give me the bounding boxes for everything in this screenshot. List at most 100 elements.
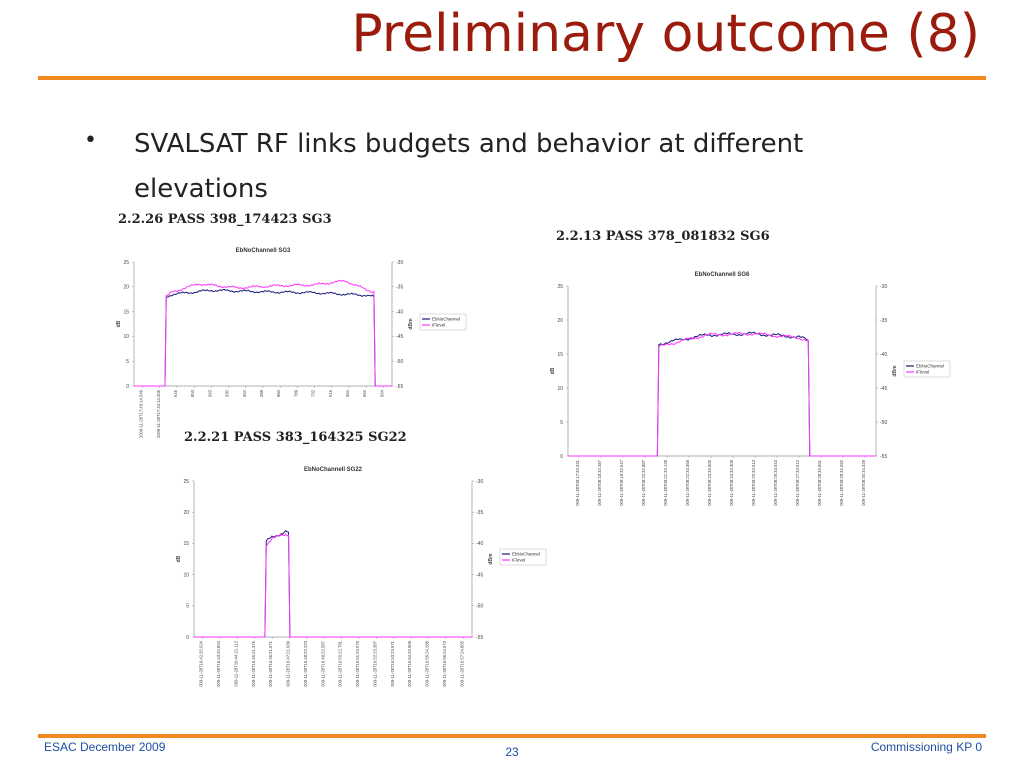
left-tick-label: 10 xyxy=(183,572,189,578)
x-tick-label: 2009-11-28T08:27:33.612 xyxy=(795,459,800,506)
chart-title: EbNoChannell SG22 xyxy=(304,467,363,473)
x-tick-label: 2009-11-28T16:47:21.939 xyxy=(286,640,291,687)
right-tick-label: -50 xyxy=(880,420,887,426)
legend-label: EbNoChannel xyxy=(512,552,540,557)
right-tick-label: -55 xyxy=(880,454,887,460)
series-line-ebnochannel xyxy=(194,530,472,638)
right-axis-label: dBm xyxy=(408,318,414,330)
right-tick-label: -55 xyxy=(396,384,403,390)
chart-sg3-svg: EbNoChannell SG3 25 20 15 10 5 0 -30 -35 -40 -45 -5… xyxy=(116,248,467,438)
x-tick-label: 664 xyxy=(379,389,384,397)
series-line-ebnochannel xyxy=(134,288,392,387)
chart-title: EbNoChannell SG3 xyxy=(236,248,291,254)
right-axis-label: dBm xyxy=(892,365,898,377)
right-tick-label: -40 xyxy=(396,309,403,315)
slide-number: 23 xyxy=(505,745,519,759)
left-tick-label: 10 xyxy=(557,386,563,392)
right-tick-label: -45 xyxy=(476,572,483,578)
x-tick-label: 616 xyxy=(328,389,333,397)
x-tick-label: 330 xyxy=(225,389,230,397)
x-tick-label: 2009-11-28T16:56:24.573 xyxy=(442,640,447,687)
left-tick-label: 10 xyxy=(123,334,129,340)
left-tick-label: 15 xyxy=(183,541,189,547)
right-tick-label: -30 xyxy=(880,284,887,290)
right-tick-label: -40 xyxy=(880,352,887,358)
x-tick-label: 2009-11-28T16:44:21.112 xyxy=(233,640,238,687)
left-tick-label: 5 xyxy=(186,604,189,610)
x-tick-label: 2009-11-28T17:44:14.405 xyxy=(156,389,161,438)
series-line-ebnochannel xyxy=(568,331,876,457)
bullet-text: SVALSAT RF links budgets and behavior at… xyxy=(134,129,804,204)
legend-box xyxy=(419,313,467,331)
x-tick-label: 663 xyxy=(207,389,212,397)
left-tick-label: 25 xyxy=(123,260,129,266)
right-tick-label: -55 xyxy=(476,635,483,641)
slide-title: Preliminary outcome (8) xyxy=(351,4,980,64)
x-tick-label: 853 xyxy=(190,389,195,397)
series-line-iflevel xyxy=(194,533,472,638)
footer-divider xyxy=(38,734,986,738)
x-tick-label: 2009-11-28T17:43:14.049 xyxy=(139,389,144,438)
legend-label: EbNoChannel xyxy=(432,317,460,322)
right-tick-label: -30 xyxy=(476,479,483,485)
x-tick-label: 2009-11-28T16:46:21.671 xyxy=(268,640,273,687)
x-tick-label: 2009-11-28T08:22:33.368 xyxy=(685,459,690,506)
x-tick-label: 789 xyxy=(293,389,298,397)
left-tick-label: 20 xyxy=(557,318,563,324)
right-tick-label: -35 xyxy=(396,285,403,291)
x-tick-label: 2009-11-28T16:52:23.387 xyxy=(372,640,377,687)
x-tick-label: 2009-11-28T08:26:33.043 xyxy=(773,459,778,506)
x-tick-label: 2009-11-28T16:55:24.288 xyxy=(425,640,430,687)
x-tick-label: 2009-11-28T16:43:20.844 xyxy=(216,640,221,687)
legend-label: IFlevel xyxy=(432,323,445,328)
left-axis-label: dB xyxy=(550,367,556,374)
footer-left-text: ESAC December 2009 xyxy=(44,740,166,754)
left-tick-label: 25 xyxy=(183,479,189,485)
bullet-marker: • xyxy=(84,128,97,153)
x-tick-label: 732 xyxy=(311,389,316,397)
right-tick-label: -45 xyxy=(396,334,403,340)
x-tick-label: 2009-11-28T16:51:23.079 xyxy=(355,640,360,687)
chart-heading-sg3: 2.2.26 PASS 398_174423 SG3 xyxy=(118,212,332,227)
x-tick-label: 564 xyxy=(345,389,350,397)
x-tick-label: 2009-11-28T08:20:32.887 xyxy=(641,459,646,506)
x-tick-label: 2009-11-28T16:42:20.024 xyxy=(199,640,204,687)
left-tick-label: 20 xyxy=(123,285,129,291)
left-tick-label: 15 xyxy=(123,309,129,315)
chart-sg6-svg: EbNoChannell SG6 25 20 15 10 5 0 -30 -35 -40 -45 -5… xyxy=(550,272,951,506)
right-axis-label: dBm xyxy=(488,553,494,565)
chart-sg22: EbNoChannell SG22 25 20 15 10 5 0 -30 -35 -40 -45 -… xyxy=(172,455,556,687)
x-tick-label: 960 xyxy=(276,389,281,397)
x-tick-label: 398 xyxy=(259,389,264,397)
legend-label: IFlevel xyxy=(916,370,929,375)
chart-title: EbNoChannell SG6 xyxy=(695,272,750,278)
title-divider xyxy=(38,76,986,80)
x-tick-label: 2009-11-28T08:30:34.329 xyxy=(861,459,866,506)
left-tick-label: 0 xyxy=(126,384,129,390)
right-tick-label: -45 xyxy=(880,386,887,392)
left-axis-label: dB xyxy=(116,320,122,327)
right-tick-label: -40 xyxy=(476,541,483,547)
x-tick-label: 664 xyxy=(362,389,367,397)
right-tick-label: -30 xyxy=(396,260,403,266)
x-tick-label: 2009-11-28T08:25:33.513 xyxy=(751,459,756,506)
x-tick-label: 564 xyxy=(242,389,247,397)
left-tick-label: 25 xyxy=(557,284,563,290)
footer-right-text: Commissioning KP 0 xyxy=(870,740,982,754)
legend-box xyxy=(499,548,547,566)
x-tick-label: 2009-11-28T08:19:32.647 xyxy=(619,459,624,506)
left-tick-label: 15 xyxy=(557,352,563,358)
right-tick-label: -35 xyxy=(476,510,483,516)
series-line-iflevel xyxy=(568,331,876,457)
legend-label: EbNoChannel xyxy=(916,364,944,369)
right-tick-label: -35 xyxy=(880,318,887,324)
x-tick-label: 2009-11-28T16:49:22.587 xyxy=(320,640,325,687)
x-tick-label: 2009-11-28T16:45:21.376 xyxy=(251,640,256,687)
right-tick-label: -50 xyxy=(476,604,483,610)
x-tick-label: 2009-11-28T16:50:22.781 xyxy=(338,640,343,687)
x-tick-label: 2009-11-28T16:48:22.223 xyxy=(303,640,308,687)
left-tick-label: 0 xyxy=(560,454,563,460)
x-tick-label: 2009-11-28T08:17:33.031 xyxy=(575,459,580,506)
chart-sg3: EbNoChannell SG3 25 20 15 10 5 0 -30 -35 -40 -45 -5… xyxy=(112,238,472,448)
x-tick-label: 2009-11-28T08:21:33.128 xyxy=(663,459,668,506)
